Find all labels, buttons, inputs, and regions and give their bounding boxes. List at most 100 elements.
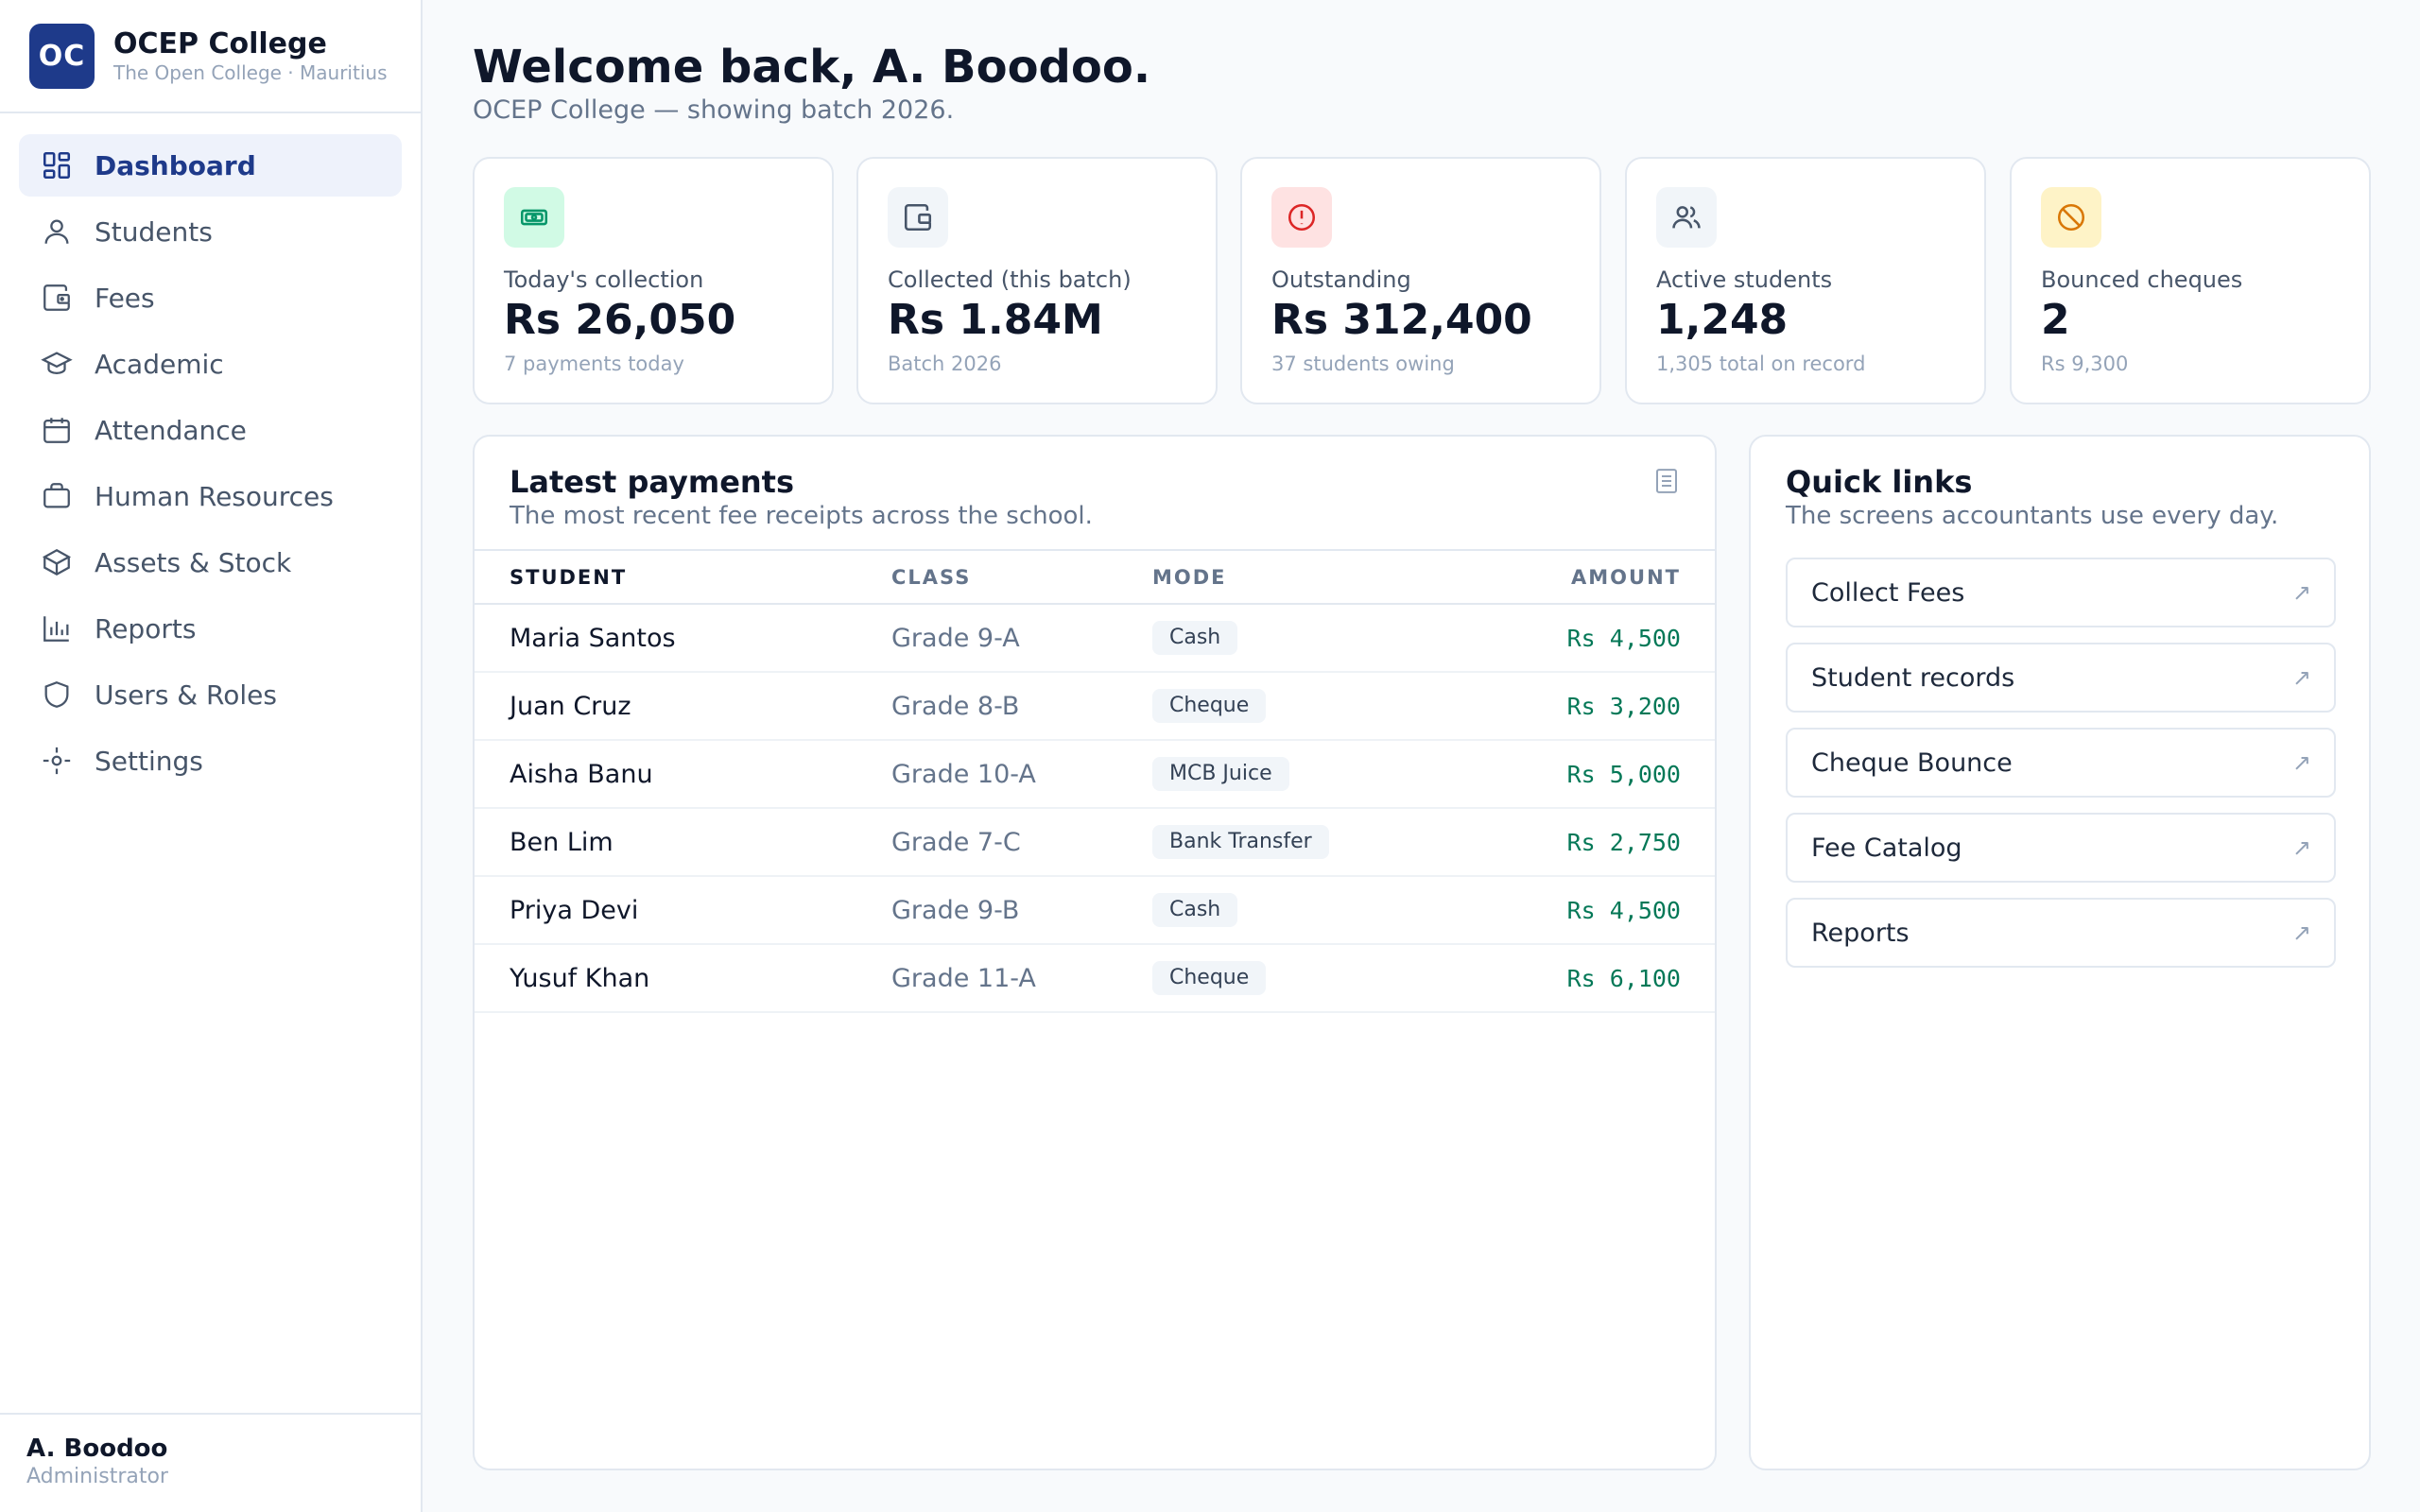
mode-badge: Cash — [1152, 893, 1238, 927]
class-cell: Grade 11-A — [891, 944, 1152, 1013]
column-header-class[interactable]: CLASS — [891, 551, 1152, 605]
stat-label: Outstanding — [1271, 266, 1411, 293]
mode-badge: Cheque — [1152, 961, 1267, 995]
users-icon — [1656, 187, 1717, 248]
page-subtitle: OCEP College — showing batch 2026. — [473, 95, 955, 125]
shield-icon — [40, 678, 74, 712]
table-row[interactable]: Ben Lim Grade 7-C Bank Transfer Rs 2,750 — [475, 808, 1715, 877]
column-header-mode[interactable]: MODE — [1152, 551, 1379, 605]
amount-cell: Rs 3,200 — [1379, 672, 1715, 741]
sidebar-item-label: Settings — [95, 745, 203, 777]
amount-cell: Rs 5,000 — [1379, 740, 1715, 809]
mode-badge: Cash — [1152, 621, 1238, 655]
ban-icon — [2041, 187, 2101, 248]
user-icon — [40, 215, 74, 249]
student-cell: Maria Santos — [475, 604, 891, 673]
payments-table: STUDENT CLASS MODE AMOUNT Maria Santos G… — [475, 551, 1715, 1013]
quick-links-card: Quick links The screens accountants use … — [1749, 435, 2371, 1470]
class-cell: Grade 7-C — [891, 808, 1152, 877]
student-cell: Aisha Banu — [475, 740, 891, 809]
banknote-icon — [504, 187, 564, 248]
sidebar-item-label: Dashboard — [95, 149, 256, 181]
stat-label: Collected (this batch) — [888, 266, 1132, 293]
quick-link-student-records[interactable]: Student records ↗ — [1786, 643, 2336, 713]
box-icon — [40, 545, 74, 579]
table-row[interactable]: Juan Cruz Grade 8-B Cheque Rs 3,200 — [475, 672, 1715, 741]
quick-link-label: Reports — [1811, 918, 1910, 948]
mode-badge: Bank Transfer — [1152, 825, 1329, 859]
table-row[interactable]: Aisha Banu Grade 10-A MCB Juice Rs 5,000 — [475, 740, 1715, 809]
stat-subtext: Batch 2026 — [888, 352, 1002, 375]
calendar-icon — [40, 413, 74, 447]
sidebar-item-reports[interactable]: Reports — [19, 597, 402, 660]
quick-link-reports[interactable]: Reports ↗ — [1786, 898, 2336, 968]
brand-text: OCEP College The Open College · Mauritiu… — [113, 27, 387, 84]
stats-row: Today's collection Rs 26,050 7 payments … — [473, 157, 2371, 404]
table-header-row: STUDENT CLASS MODE AMOUNT — [475, 551, 1715, 605]
sidebar-item-fees[interactable]: Fees — [19, 266, 402, 329]
stat-value: 1,248 — [1656, 296, 1789, 344]
sidebar-item-attendance[interactable]: Attendance — [19, 399, 402, 461]
main-content: Welcome back, A. Boodoo. OCEP College — … — [473, 0, 2371, 1470]
quick-link-label: Fee Catalog — [1811, 833, 1962, 863]
wallet-icon — [888, 187, 948, 248]
stat-label: Active students — [1656, 266, 1833, 293]
external-arrow-icon: ↗ — [2291, 749, 2311, 776]
stat-card-collected-batch: Collected (this batch) Rs 1.84M Batch 20… — [856, 157, 1218, 404]
brand[interactable]: OC OCEP College The Open College · Mauri… — [0, 0, 421, 113]
quick-link-fee-catalog[interactable]: Fee Catalog ↗ — [1786, 813, 2336, 883]
amount-cell: Rs 4,500 — [1379, 876, 1715, 945]
latest-payments-card: Latest payments The most recent fee rece… — [473, 435, 1717, 1470]
mode-cell: MCB Juice — [1152, 740, 1379, 809]
mode-cell: Cash — [1152, 604, 1379, 673]
class-cell: Grade 8-B — [891, 672, 1152, 741]
sidebar-nav: Dashboard Students Fees Academic Attenda… — [0, 113, 421, 792]
sidebar-item-label: Students — [95, 215, 213, 248]
stat-subtext: 7 payments today — [504, 352, 684, 375]
dashboard-icon — [40, 148, 74, 182]
sidebar-item-human-resources[interactable]: Human Resources — [19, 465, 402, 527]
mode-cell: Cash — [1152, 876, 1379, 945]
column-header-student[interactable]: STUDENT — [475, 551, 891, 605]
sidebar-item-academic[interactable]: Academic — [19, 333, 402, 395]
sidebar-item-assets-stock[interactable]: Assets & Stock — [19, 531, 402, 593]
amount-cell: Rs 4,500 — [1379, 604, 1715, 673]
external-arrow-icon: ↗ — [2291, 834, 2311, 861]
stat-subtext: Rs 9,300 — [2041, 352, 2129, 375]
user-role: Administrator — [26, 1465, 168, 1488]
current-user[interactable]: A. Boodoo Administrator — [0, 1413, 421, 1512]
stat-subtext: 37 students owing — [1271, 352, 1455, 375]
student-cell: Priya Devi — [475, 876, 891, 945]
sidebar-item-users-roles[interactable]: Users & Roles — [19, 663, 402, 726]
brand-logo: OC — [29, 23, 95, 89]
sidebar-item-label: Attendance — [95, 414, 247, 446]
quick-link-cheque-bounce[interactable]: Cheque Bounce ↗ — [1786, 728, 2336, 798]
sidebar-item-dashboard[interactable]: Dashboard — [19, 134, 402, 197]
sidebar-item-label: Users & Roles — [95, 679, 277, 711]
latest-payments-subtitle: The most recent fee receipts across the … — [510, 502, 1093, 530]
mode-cell: Bank Transfer — [1152, 808, 1379, 877]
document-icon[interactable] — [1652, 467, 1681, 495]
stat-label: Today's collection — [504, 266, 704, 293]
sidebar-item-students[interactable]: Students — [19, 200, 402, 263]
quick-links-subtitle: The screens accountants use every day. — [1786, 502, 2279, 530]
sidebar: OC OCEP College The Open College · Mauri… — [0, 0, 423, 1512]
stat-subtext: 1,305 total on record — [1656, 352, 1866, 375]
sidebar-item-label: Reports — [95, 612, 197, 644]
column-header-amount[interactable]: AMOUNT — [1379, 551, 1715, 605]
stat-card-today-collection: Today's collection Rs 26,050 7 payments … — [473, 157, 834, 404]
quick-link-label: Cheque Bounce — [1811, 747, 2013, 778]
external-arrow-icon: ↗ — [2291, 664, 2311, 691]
sidebar-item-label: Fees — [95, 282, 155, 314]
sidebar-item-settings[interactable]: Settings — [19, 730, 402, 792]
class-cell: Grade 9-B — [891, 876, 1152, 945]
quick-link-collect-fees[interactable]: Collect Fees ↗ — [1786, 558, 2336, 627]
brand-name: OCEP College — [113, 27, 327, 60]
table-row[interactable]: Priya Devi Grade 9-B Cash Rs 4,500 — [475, 876, 1715, 945]
stat-value: Rs 312,400 — [1271, 296, 1532, 344]
student-cell: Yusuf Khan — [475, 944, 891, 1013]
table-row[interactable]: Yusuf Khan Grade 11-A Cheque Rs 6,100 — [475, 944, 1715, 1013]
mode-cell: Cheque — [1152, 672, 1379, 741]
table-row[interactable]: Maria Santos Grade 9-A Cash Rs 4,500 — [475, 604, 1715, 673]
stat-card-bounced-cheques: Bounced cheques 2 Rs 9,300 — [2010, 157, 2371, 404]
